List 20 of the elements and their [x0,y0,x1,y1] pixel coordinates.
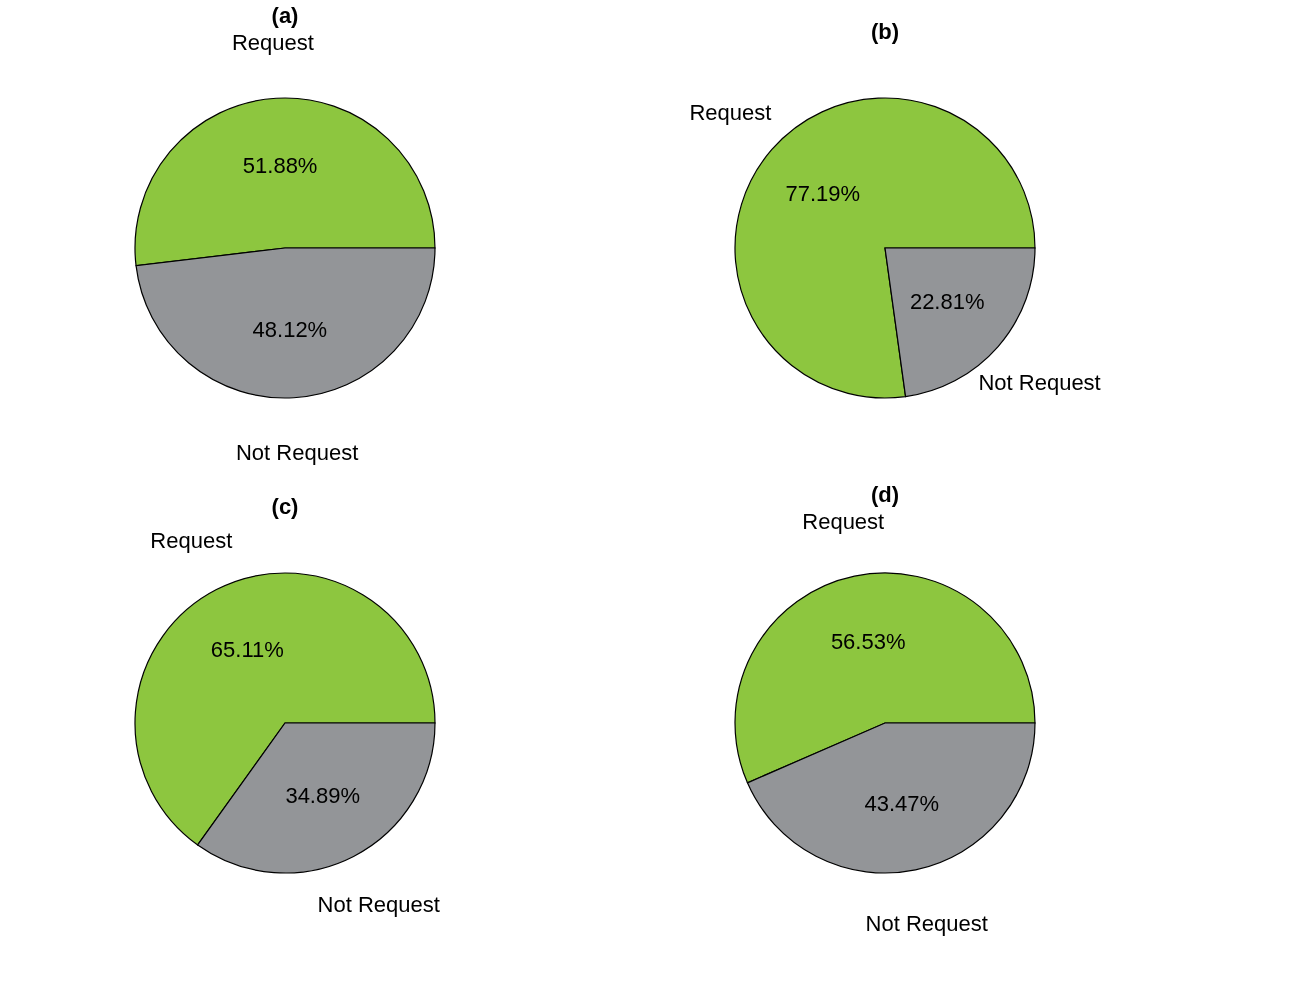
slice-label: Request [689,100,772,126]
slice-label: Request [150,527,233,553]
slice-label: Not Request [978,369,1101,395]
data-label: 51.88% [242,152,318,178]
slice-label: Not Request [317,892,440,918]
data-label: 48.12% [252,317,328,343]
slice-label: Not Request [235,439,359,465]
chart-title: (d) [870,482,900,508]
slice-label: Request [802,509,885,535]
slice-label: Request [231,30,314,56]
slice-label: Not Request [865,910,988,936]
data-label: 43.47% [864,790,940,816]
chart-title: (a) [271,3,299,29]
data-label: 77.19% [785,180,861,206]
data-label: 56.53% [830,629,906,655]
chart-title: (c) [271,494,299,519]
data-label: 34.89% [285,783,361,809]
data-label: 22.81% [909,289,985,315]
chart-title: (b) [870,19,900,44]
data-label: 65.11% [210,636,284,662]
